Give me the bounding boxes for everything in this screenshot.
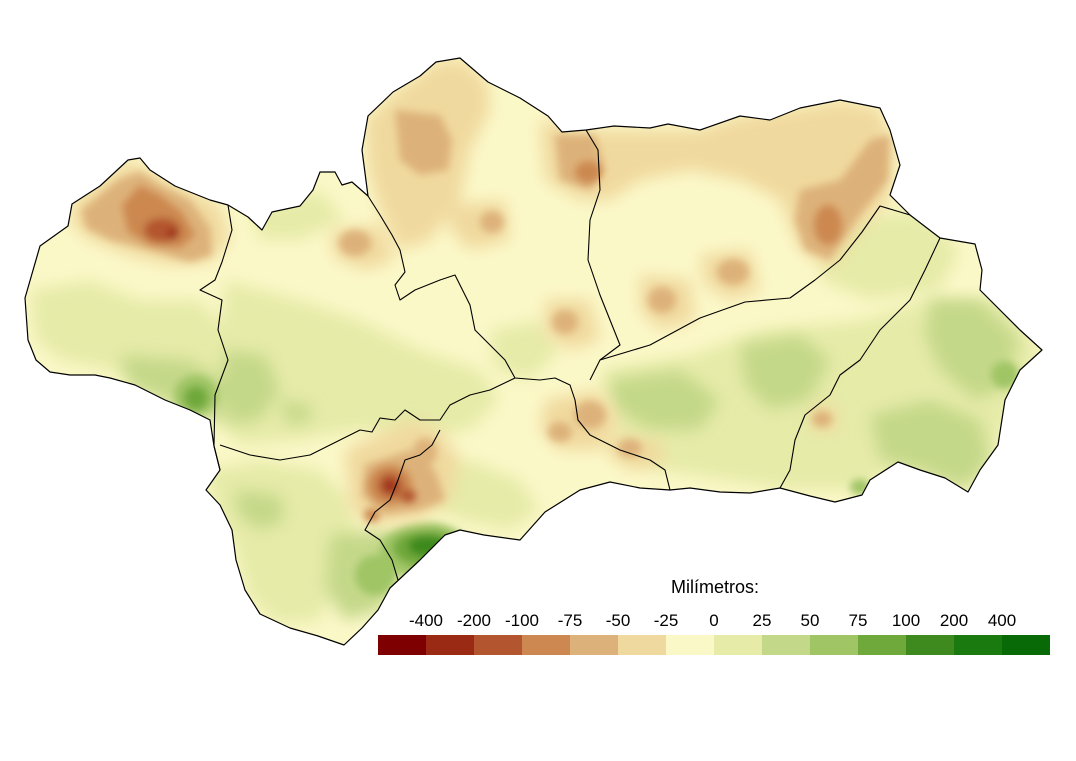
legend-tick-label: 50 — [800, 611, 820, 630]
legend-swatch — [1002, 635, 1050, 655]
legend-tick-label: -200 — [456, 611, 492, 630]
band-plus-75-200 — [174, 361, 1019, 595]
province-boundaries — [199, 129, 941, 581]
legend-tick-label: -50 — [605, 611, 631, 630]
legend-tick-label: 75 — [848, 611, 868, 630]
legend-swatch — [714, 635, 762, 655]
legend-swatch — [426, 635, 474, 655]
legend-swatch — [618, 635, 666, 655]
legend-swatch — [570, 635, 618, 655]
legend-swatch — [810, 635, 858, 655]
legend-tick-labels: -400 -200 -100 -75 -50 -25 0 25 50 75 100 200 400 — [378, 611, 1050, 635]
legend-tick-label: -100 — [504, 611, 540, 630]
legend-tick-label: 400 — [987, 611, 1017, 630]
legend-tick-label: -400 — [408, 611, 444, 630]
legend-swatch — [474, 635, 522, 655]
legend-tick-label: -75 — [557, 611, 583, 630]
legend-tick-label: 0 — [709, 611, 719, 630]
granada-almeria-boundary — [779, 237, 941, 489]
cordoba-jaen-boundary — [585, 129, 621, 381]
sevilla-cadiz-boundary — [219, 377, 516, 461]
legend-title: Milímetros: — [671, 577, 760, 597]
legend-swatch — [954, 635, 1002, 655]
legend-swatch — [906, 635, 954, 655]
legend-tick-label: 100 — [891, 611, 921, 630]
legend-color-bar — [378, 635, 1050, 655]
legend-swatch — [858, 635, 906, 655]
band-minus-75-200 — [122, 161, 842, 522]
legend-swatch — [378, 635, 426, 655]
jaen-granada-boundary — [599, 205, 911, 361]
legend-tick-label: -25 — [653, 611, 679, 630]
legend-tick-label: 200 — [939, 611, 969, 630]
legend-swatch — [666, 635, 714, 655]
legend-swatch — [522, 635, 570, 655]
malaga-cordoba-boundary — [539, 377, 671, 491]
sevilla-cordoba-boundary — [367, 195, 541, 381]
huelva-sevilla-boundary — [199, 204, 233, 471]
legend-swatch — [762, 635, 810, 655]
cadiz-malaga-boundary — [364, 429, 441, 581]
legend-tick-label: 25 — [752, 611, 772, 630]
